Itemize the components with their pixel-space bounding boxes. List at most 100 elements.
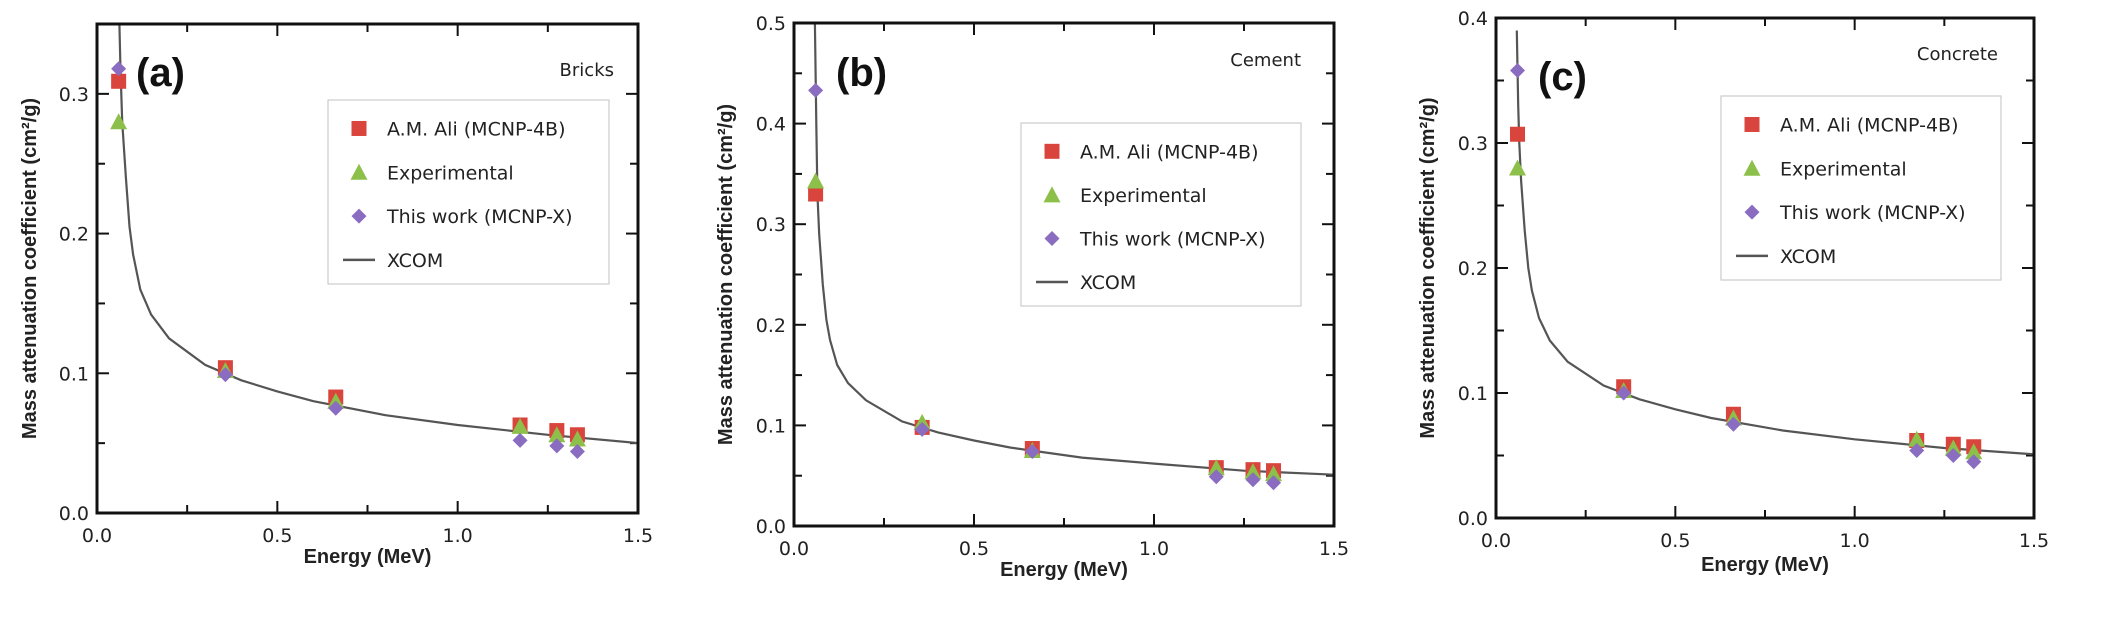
diamond-point: [549, 438, 565, 454]
diamond-point: [1266, 475, 1282, 491]
triangle-point: [1207, 459, 1225, 476]
x-tick-label: 0.0: [1481, 530, 1511, 552]
x-axis-label: Energy (MeV): [1000, 559, 1128, 581]
diamond-point: [1024, 444, 1040, 460]
triangle-point: [1265, 465, 1283, 482]
y-tick-label: 0.3: [756, 214, 786, 236]
legend-square-swatch: [351, 120, 367, 136]
triangle-point: [110, 113, 128, 130]
square-point: [808, 186, 824, 202]
diamond-point: [111, 61, 127, 77]
panel-label: (a): [136, 51, 185, 95]
y-tick-label: 0.0: [1458, 508, 1488, 530]
triangle-point: [568, 430, 586, 447]
x-tick-label: 0.5: [1660, 530, 1690, 552]
legend-entry-label: Experimental: [1080, 185, 1207, 207]
diamond-point: [569, 444, 585, 460]
diamond-point: [1510, 63, 1526, 78]
legend-entry-label: XCOM: [1080, 272, 1136, 294]
legend-triangle-swatch: [350, 163, 368, 180]
triangle-point: [1944, 439, 1962, 456]
triangle-point: [511, 417, 529, 434]
xcom-line: [813, 23, 1334, 476]
y-tick-label: 0.2: [1458, 258, 1488, 280]
legend-entry-label: This work (MCNP-X): [386, 206, 573, 228]
y-tick-label: 0.1: [756, 415, 786, 437]
x-axis-label: Energy (MeV): [1701, 554, 1829, 576]
plot-frame: [95, 22, 640, 515]
panel-2: 0.0 0.5 1.0 1.5 0.0 0.1 0.2 0.3 0.4 A.M. Ali (MCN…: [1417, 8, 2049, 576]
x-tick-label: 1.0: [1139, 538, 1169, 560]
diamond-point: [1945, 448, 1961, 463]
y-tick-label: 0.3: [59, 84, 89, 106]
diamond-point: [1616, 385, 1632, 401]
x-axis-label: Energy (MeV): [304, 546, 432, 568]
x-tick-label: 1.5: [623, 525, 653, 547]
triangle-point: [1908, 430, 1926, 447]
diamond-point: [1245, 472, 1261, 488]
legend-entry-label: XCOM: [1780, 246, 1836, 268]
xcom-line: [118, 24, 638, 445]
material-title: Concrete: [1917, 44, 1998, 65]
y-tick-label: 0.0: [756, 516, 786, 538]
y-tick-label: 0.1: [1458, 383, 1488, 405]
y-axis-label: Mass attenuation coefficient (cm²/g): [715, 104, 737, 445]
legend-entry-label: Experimental: [1780, 158, 1907, 180]
panel-label: (c): [1538, 55, 1587, 99]
material-title: Bricks: [560, 60, 614, 81]
legend-diamond-swatch: [351, 208, 367, 224]
y-tick-label: 0.2: [756, 315, 786, 337]
legend-entry-label: Experimental: [387, 162, 514, 184]
x-tick-label: 1.5: [2019, 530, 2049, 552]
diamond-point: [1208, 469, 1224, 485]
triangle-point: [807, 172, 825, 189]
legend-entry-label: A.M. Ali (MCNP-4B): [387, 118, 566, 140]
diamond-point: [1725, 416, 1741, 432]
y-tick-label: 0.5: [756, 13, 786, 35]
diamond-point: [914, 421, 930, 437]
legend-entry-label: This work (MCNP-X): [1779, 202, 1966, 224]
triangle-point: [548, 426, 566, 443]
x-tick-label: 1.0: [443, 525, 473, 547]
triangle-point: [913, 413, 931, 430]
diamond-point: [328, 400, 344, 416]
diamond-point: [808, 82, 824, 98]
legend-entry-label: This work (MCNP-X): [1079, 228, 1266, 250]
diamond-point: [1909, 443, 1925, 458]
diamond-point: [512, 432, 528, 448]
plot-frame: [1494, 16, 2036, 520]
legend-entry-label: A.M. Ali (MCNP-4B): [1780, 114, 1959, 136]
triangle-point: [1244, 463, 1262, 480]
y-tick-label: 0.4: [756, 114, 786, 136]
y-axis-label: Mass attenuation coefficient (cm²/g): [1417, 97, 1439, 438]
panel-1: 0.0 0.5 1.0 1.5 0.0 0.1 0.2 0.3 0.4 0.5 A.M. Ali (…: [715, 13, 1349, 581]
square-point: [111, 73, 127, 89]
legend-box: [1720, 95, 2002, 281]
x-tick-label: 0.0: [779, 538, 809, 560]
y-tick-label: 0.4: [1458, 8, 1488, 30]
diamond-point: [1966, 454, 1982, 470]
y-tick-label: 0.0: [59, 503, 89, 525]
y-axis-label: Mass attenuation coefficient (cm²/g): [19, 98, 41, 439]
panel-0: 0.0 0.5 1.0 1.5 0.0 0.1 0.2 0.3 A.M. Ali (MCNP-4…: [19, 22, 653, 568]
legend-entry-label: XCOM: [387, 250, 443, 272]
diamond-point: [217, 367, 233, 383]
legend-triangle-swatch: [1043, 186, 1061, 203]
y-tick-label: 0.1: [59, 363, 89, 385]
triangle-point: [1509, 159, 1527, 176]
y-tick-label: 0.3: [1458, 133, 1488, 155]
square-point: [1510, 126, 1526, 142]
x-tick-label: 0.5: [959, 538, 989, 560]
legend-box: [327, 99, 610, 285]
legend-square-swatch: [1744, 116, 1760, 132]
legend-square-swatch: [1044, 143, 1060, 159]
legend-entry-label: A.M. Ali (MCNP-4B): [1080, 141, 1259, 163]
triangle-point: [1965, 443, 1983, 460]
x-tick-label: 1.0: [1840, 530, 1870, 552]
x-tick-label: 1.5: [1319, 538, 1349, 560]
legend-box: [1020, 122, 1302, 307]
x-tick-label: 0.0: [82, 525, 112, 547]
legend-diamond-swatch: [1044, 230, 1060, 246]
panel-label: (b): [836, 51, 887, 95]
